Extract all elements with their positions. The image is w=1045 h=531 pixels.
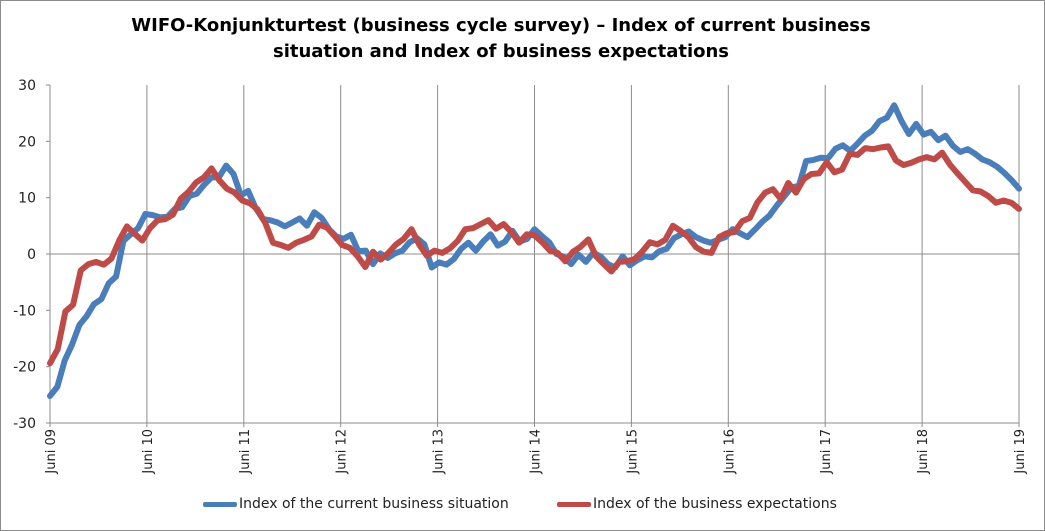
x-tick-label: Juni 10 xyxy=(141,429,156,475)
series-lines xyxy=(47,102,1022,399)
x-tick-label: Juni 19 xyxy=(1013,429,1028,475)
legend-swatch-expectations xyxy=(557,501,591,507)
legend-label-current: Index of the current business situation xyxy=(239,496,509,512)
y-tick-label: 20 xyxy=(18,134,36,150)
y-tick-label: -30 xyxy=(13,416,36,432)
legend-item-expectations: Index of the business expectations xyxy=(557,496,837,512)
chart-title-line-1: WIFO-Konjunkturtest (business cycle surv… xyxy=(131,15,871,36)
legend-item-current: Index of the current business situation xyxy=(203,496,509,512)
x-axis: Juni 09 Juni 10 Juni 11 Juni 12 Juni 13 Juni … xyxy=(44,422,1028,475)
grid-lines xyxy=(49,85,1020,423)
y-tick-label: 30 xyxy=(18,78,36,94)
series-line-expectations xyxy=(47,143,1022,367)
y-axis: 30 20 10 0 -10 -20 -30 xyxy=(13,78,51,432)
x-tick-label: Juni 13 xyxy=(432,429,447,475)
legend: Index of the current business situation … xyxy=(1,496,1044,516)
x-tick-label: Juni 15 xyxy=(625,429,640,475)
y-tick-label: 0 xyxy=(27,247,36,263)
x-tick-label: Juni 17 xyxy=(819,429,834,475)
x-tick-label: Juni 16 xyxy=(722,429,737,475)
x-tick-label: Juni 12 xyxy=(335,429,350,475)
y-tick-label: 10 xyxy=(18,191,36,207)
legend-swatch-current xyxy=(203,501,237,507)
y-tick-label: -20 xyxy=(13,360,36,376)
series-line-current xyxy=(47,102,1022,399)
legend-label-expectations: Index of the business expectations xyxy=(593,496,837,512)
x-tick-label: Juni 18 xyxy=(916,429,931,475)
x-tick-label: Juni 14 xyxy=(529,429,544,475)
x-tick-label: Juni 11 xyxy=(238,429,253,475)
chart-title-line-2: situation and Index of business expectat… xyxy=(272,41,730,62)
chart-title: WIFO-Konjunkturtest (business cycle surv… xyxy=(61,13,941,65)
y-tick-label: -10 xyxy=(13,303,36,319)
x-tick-label: Juni 09 xyxy=(44,429,59,475)
